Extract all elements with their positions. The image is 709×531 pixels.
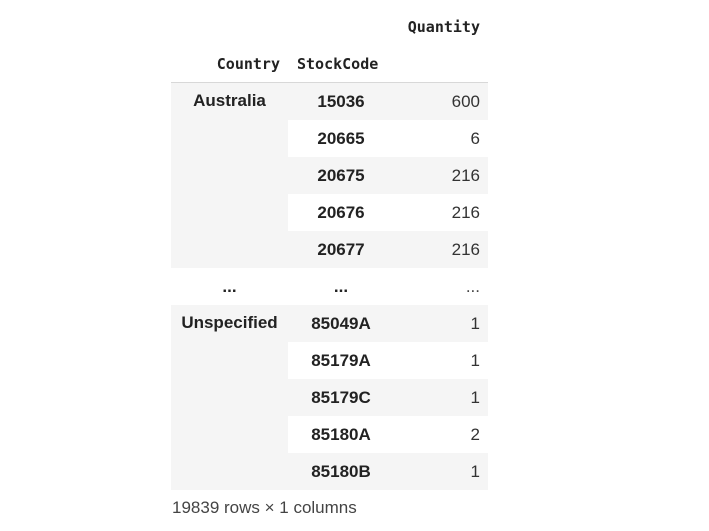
quantity-cell: 216: [394, 231, 488, 268]
ellipsis-country-cell: ...: [171, 268, 288, 305]
quantity-cell: 216: [451, 202, 480, 222]
quantity-cell: 1: [394, 453, 488, 490]
table-row: 85179C 1: [171, 379, 488, 416]
table-header: Quantity Country StockCode: [171, 8, 488, 83]
stockcode-index-cell: 85180A: [311, 424, 371, 444]
header-blank-cell: [394, 45, 488, 83]
quantity-cell: 600: [394, 82, 488, 120]
ellipsis-row: ... ... ...: [171, 268, 488, 305]
table-row: 20675 216: [171, 157, 488, 194]
table-dimensions-summary: 19839 rows × 1 columns: [172, 498, 357, 517]
header-row-columns: Quantity: [171, 8, 488, 45]
stockcode-index-cell: 85180B: [288, 453, 394, 490]
quantity-cell: 1: [394, 305, 488, 342]
ellipsis-stockcode-cell: ...: [288, 268, 394, 305]
table-row: 85180B 1: [171, 453, 488, 490]
stockcode-index-cell: 20676: [317, 202, 365, 222]
stockcode-index-cell: 85049A: [288, 305, 394, 342]
quantity-cell: 1: [470, 350, 480, 370]
ellipsis-quantity-cell: ...: [394, 268, 488, 305]
table-row: Australia 15036 600: [171, 82, 488, 268]
country-index-cell: Unspecified: [171, 305, 288, 490]
dataframe-table-container: Quantity Country StockCode Australia 150…: [171, 8, 488, 490]
index-header-country: Country: [171, 45, 288, 83]
table-row: 20665 6: [171, 120, 488, 157]
table-row: Unspecified 85049A 1: [171, 305, 488, 490]
stockcode-index-cell: 15036: [288, 82, 394, 120]
country-index-cell: Australia: [171, 82, 288, 268]
quantity-cell: 6: [470, 128, 480, 148]
column-header-quantity: Quantity: [407, 17, 480, 36]
stockcode-index-cell: 20677: [288, 231, 394, 268]
stockcode-index-cell: 20665: [317, 128, 365, 148]
header-row-index-names: Country StockCode: [171, 45, 488, 83]
index-header-stockcode: StockCode: [288, 45, 394, 83]
table-row: 85179A 1: [171, 342, 488, 379]
stockcode-index-cell: 85179C: [288, 379, 394, 416]
table-row: 20676 216: [171, 194, 488, 231]
quantity-cell: 1: [394, 379, 488, 416]
table-row: 85180A 2: [171, 416, 488, 453]
header-blank-cell: [288, 8, 394, 45]
quantity-cell: 216: [394, 157, 488, 194]
header-blank-cell: [171, 8, 288, 45]
stockcode-index-cell: 85179A: [311, 350, 371, 370]
quantity-cell: 2: [470, 424, 480, 444]
stockcode-index-cell: 20675: [288, 157, 394, 194]
table-body: Australia 15036 600 20665 6 20675 216 20…: [171, 82, 488, 490]
dataframe-table: Quantity Country StockCode Australia 150…: [171, 8, 488, 490]
table-row: 20677 216: [171, 231, 488, 268]
